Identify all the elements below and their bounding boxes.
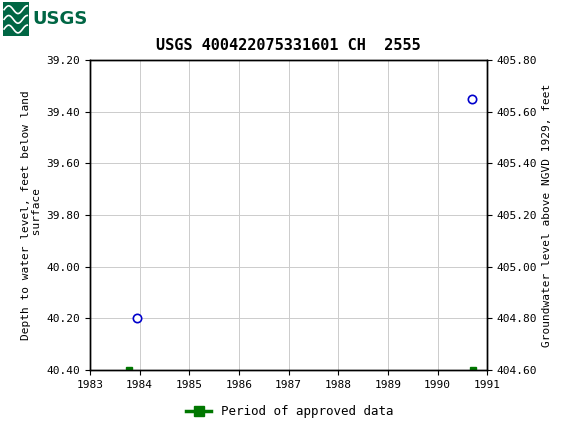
Text: USGS: USGS [32, 9, 87, 28]
Y-axis label: Depth to water level, feet below land
 surface: Depth to water level, feet below land su… [21, 90, 42, 340]
Y-axis label: Groundwater level above NGVD 1929, feet: Groundwater level above NGVD 1929, feet [542, 83, 552, 347]
Legend: Period of approved data: Period of approved data [181, 400, 399, 423]
Bar [3, 2, 29, 37]
Title: USGS 400422075331601 CH  2555: USGS 400422075331601 CH 2555 [156, 38, 421, 53]
Bar [3, 2, 93, 37]
